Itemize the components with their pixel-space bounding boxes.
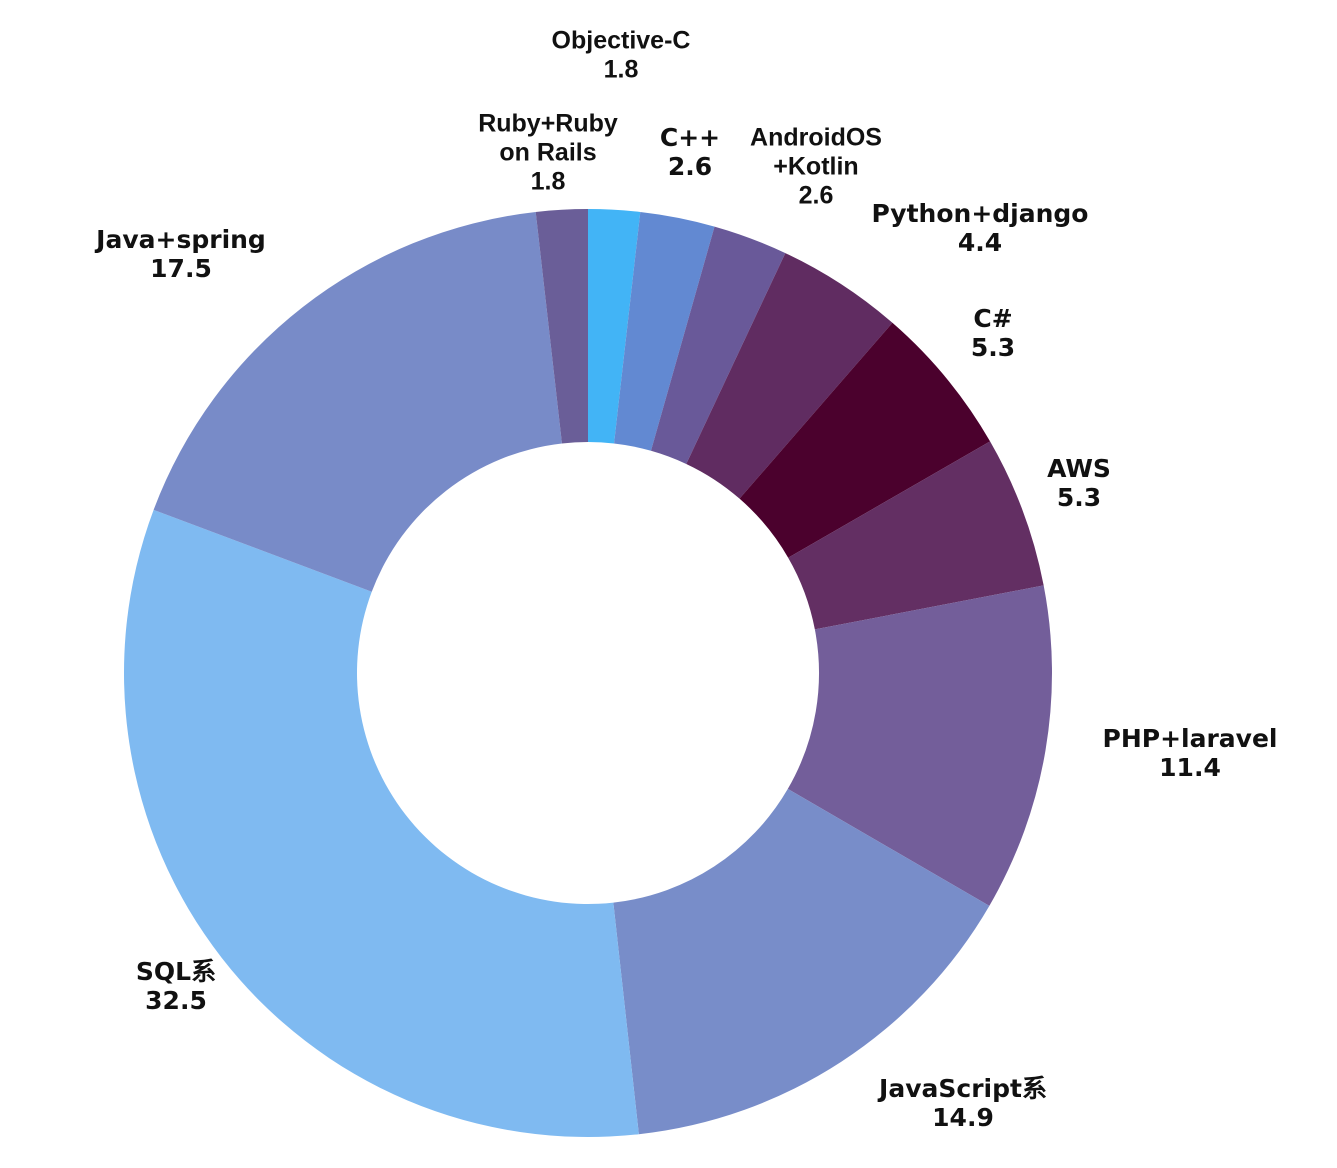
slice-java-spring bbox=[153, 211, 562, 592]
slice-value-label: 17.5 bbox=[150, 254, 212, 283]
slice-category-label: JavaScript系 bbox=[877, 1074, 1047, 1103]
slice-value-label: 32.5 bbox=[145, 986, 207, 1015]
slice-category-label: PHP+laravel bbox=[1103, 724, 1278, 753]
slice-androidos-kotlin bbox=[650, 226, 786, 464]
slice-sql bbox=[123, 509, 639, 1137]
slice-category-label: Ruby+Ruby bbox=[478, 110, 618, 138]
slice-value-label: 1.8 bbox=[604, 56, 639, 84]
slice-aws bbox=[788, 441, 1044, 630]
slice-category-label: Python+django bbox=[872, 199, 1089, 228]
slice-php-laravel bbox=[787, 585, 1052, 906]
slice-value-label: 1.8 bbox=[531, 168, 566, 196]
slice-group bbox=[123, 209, 1052, 1137]
slice-category-label: Objective-C bbox=[552, 27, 691, 55]
slice-objective-c bbox=[588, 209, 641, 444]
slice-value-label: 11.4 bbox=[1159, 753, 1221, 782]
slice-c bbox=[739, 322, 991, 558]
slice-value-label: 5.3 bbox=[971, 333, 1015, 362]
slice-category-label: +Kotlin bbox=[773, 153, 858, 181]
slice-category-label: AndroidOS bbox=[750, 124, 882, 152]
slice-value-label: 5.3 bbox=[1057, 483, 1101, 512]
slice-value-label: 14.9 bbox=[932, 1103, 994, 1132]
slice-value-label: 4.4 bbox=[958, 228, 1002, 257]
label-group: Objective-C1.8C++2.6AndroidOS+Kotlin2.6P… bbox=[94, 27, 1277, 1132]
slice-category-label: Java+spring bbox=[94, 225, 266, 254]
slice-category-label: SQL系 bbox=[136, 957, 216, 986]
slice-category-label: on Rails bbox=[499, 139, 596, 167]
slice-ruby-ruby-on-rails bbox=[535, 209, 588, 444]
slice-category-label: C++ bbox=[660, 123, 720, 152]
slice-category-label: C# bbox=[973, 304, 1012, 333]
slice-value-label: 2.6 bbox=[799, 182, 834, 210]
slice-category-label: AWS bbox=[1047, 454, 1111, 483]
slice-value-label: 2.6 bbox=[668, 152, 712, 181]
slice-javascript bbox=[613, 788, 990, 1135]
slice-python-django bbox=[686, 253, 893, 499]
slice-c bbox=[614, 211, 715, 451]
